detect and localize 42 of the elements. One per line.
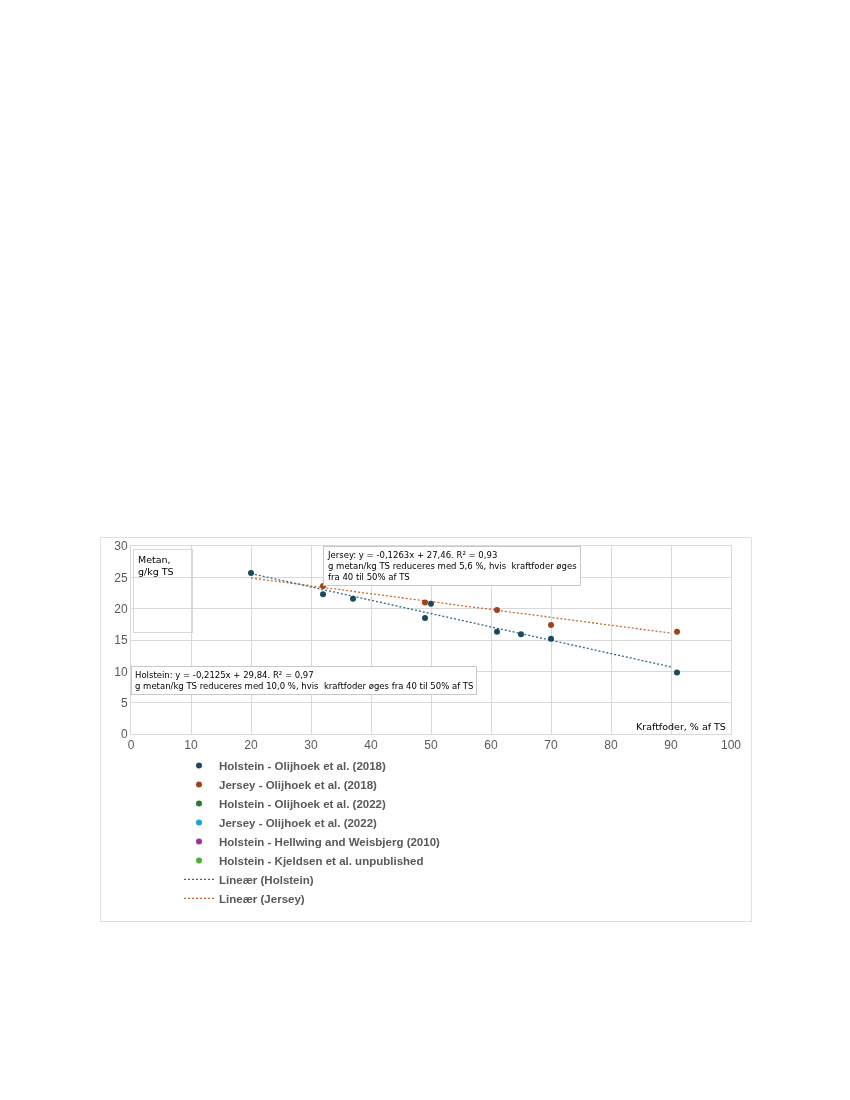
point [320, 591, 326, 598]
point [674, 669, 680, 676]
legend-label: Holstein - Kjeldsen et al. unpublished [219, 854, 424, 867]
point [422, 599, 428, 606]
point [674, 628, 680, 635]
y-tick-label: 10 [114, 664, 128, 679]
y-tick-label: 25 [114, 570, 128, 585]
y-axis-title: Metan, g/kg TS [138, 554, 174, 578]
y-tick-label: 30 [114, 539, 128, 554]
point [494, 606, 500, 613]
point [428, 600, 434, 607]
point [518, 631, 524, 638]
legend-label: Lineær (Jersey) [219, 892, 305, 905]
y-tick-label: 20 [114, 601, 128, 616]
y-tick-label: 0 [120, 727, 128, 742]
point [548, 621, 554, 628]
legend-label: Holstein - Olijhoek et al. (2022) [219, 797, 386, 810]
x-tick-label: 90 [664, 738, 678, 753]
point [494, 628, 500, 635]
annotation: Holstein: y = -0,2125x + 29,84. R² = 0,97 g metan/kg TS reduceres med 10,0 %, hvis kraftfoder øges fra 40 til 50% af TS [135, 670, 474, 692]
x-axis-title: Kraftfoder, % af TS [636, 721, 726, 732]
point [248, 569, 254, 576]
x-tick-label: 100 [720, 738, 742, 753]
legend-label: Lineær (Holstein) [219, 873, 314, 886]
y-tick-label: 15 [114, 633, 128, 648]
legend-label: Holstein - Olijhoek et al. (2018) [219, 759, 386, 772]
x-tick-label: 60 [484, 738, 498, 753]
point [548, 635, 554, 642]
x-tick-label: 30 [304, 738, 318, 753]
annotation: Jersey: y = -0,1263x + 27,46. R² = 0,93 g metan/kg TS reduceres med 5,6 %, hvis kraftfoder øges fra 40 til 50% af TS [327, 550, 578, 583]
x-tick-label: 20 [244, 738, 258, 753]
x-tick-label: 40 [364, 738, 378, 753]
legend-label: Holstein - Hellwing and Weisbjerg (2010) [219, 835, 441, 848]
legend-label: Jersey - Olijhoek et al. (2018) [219, 778, 378, 791]
x-tick-label: 80 [604, 738, 618, 753]
point [422, 615, 428, 622]
x-tick-label: 70 [544, 738, 558, 753]
x-tick-label: 10 [184, 738, 198, 753]
y-tick-label: 5 [120, 695, 128, 710]
legend-label: Jersey - Olijhoek et al. (2022) [219, 816, 378, 829]
point [350, 595, 356, 602]
x-tick-label: 50 [424, 738, 438, 753]
